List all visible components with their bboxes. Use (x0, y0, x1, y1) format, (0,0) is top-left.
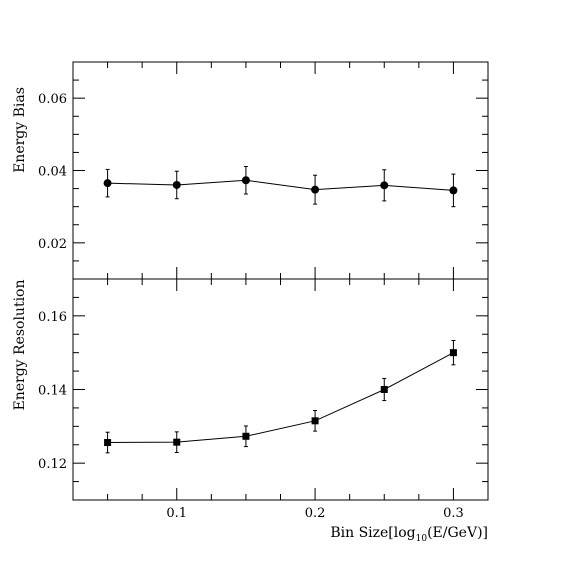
resolution-line (107, 352, 454, 444)
bottom-plot-frame (72, 278, 489, 501)
bin-size-axis-label: Bin Size[log10(E/GeV)] (330, 525, 488, 544)
top-plot-frame (72, 61, 489, 280)
top-axes: 0.02 0.04 0.06 (38, 62, 488, 279)
bias-point (103, 179, 112, 188)
y-tick-label: 0.04 (38, 165, 67, 180)
energy-resolution-axis-label: Energy Resolution (12, 279, 28, 410)
bias-point (380, 181, 389, 190)
resolution-point (104, 439, 112, 447)
energy-bias-axis-label: Energy Bias (12, 87, 28, 173)
xlabel-tail: (E/GeV)] (427, 525, 488, 541)
energy-bias-panel: 0.02 0.04 0.06 Energy Bias (12, 61, 489, 280)
resolution-point (311, 417, 319, 425)
bias-point (172, 180, 181, 189)
y-tick-label: 0.02 (38, 237, 67, 252)
resolution-point (449, 349, 457, 357)
bias-line (107, 179, 454, 191)
energy-resolution-panel: 0.120.140.160.1 0.2 0.3 Energy Resolution … (12, 278, 489, 544)
bottom-axes: 0.12 0.14 0.16 0.1 0.2 0.3 (38, 279, 488, 521)
bias-point (449, 186, 458, 195)
energy-resolution-series (104, 340, 457, 454)
bias-point (311, 185, 320, 194)
y-tick-label: 0.16 (38, 310, 67, 325)
y-tick-label: 0.12 (38, 457, 67, 472)
resolution-point (380, 386, 388, 393)
resolution-point (173, 438, 181, 446)
energy-bias-series (103, 166, 458, 208)
y-tick-label: 0.06 (38, 92, 67, 107)
x-tick-label: 0.2 (305, 506, 326, 521)
resolution-point (242, 432, 250, 440)
xlabel-subscript: 10 (416, 534, 428, 544)
y-tick-label: 0.14 (38, 384, 67, 399)
bias-point (241, 176, 250, 185)
xlabel-main: Bin Size[log (330, 525, 415, 541)
x-tick-label: 0.1 (166, 506, 187, 521)
x-tick-label: 0.3 (443, 506, 464, 521)
